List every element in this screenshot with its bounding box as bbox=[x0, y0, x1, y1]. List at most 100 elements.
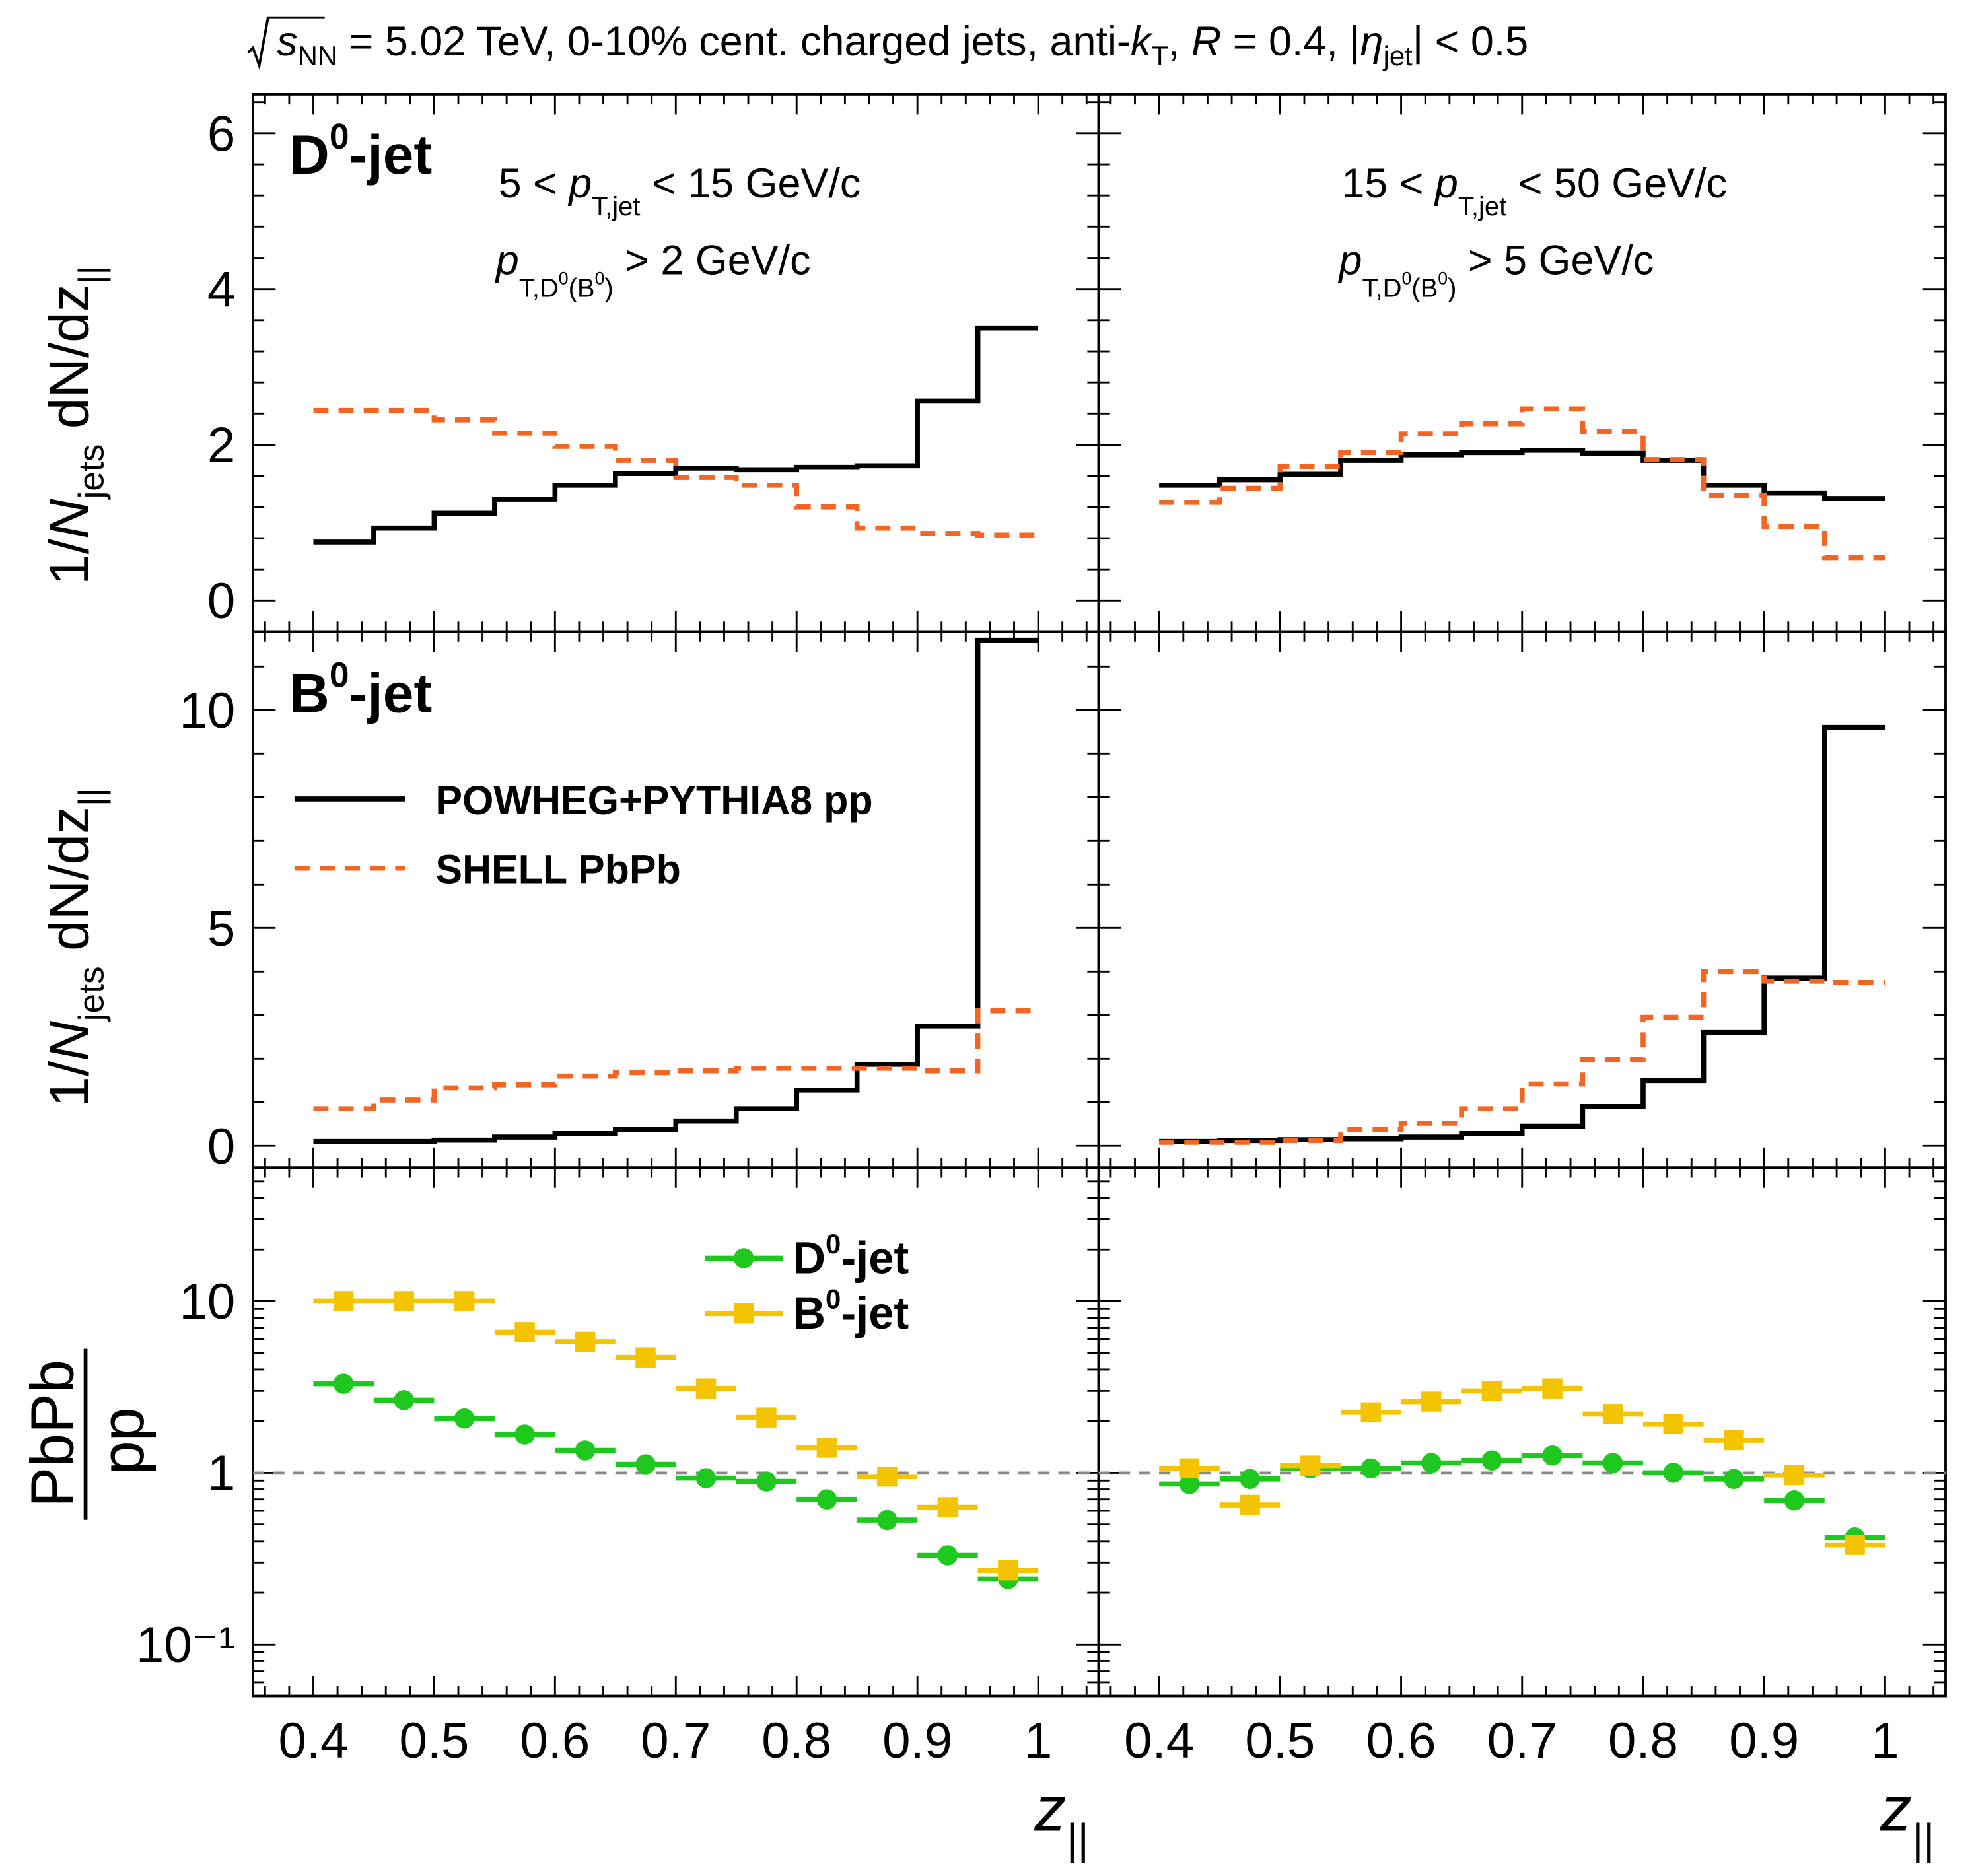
x-tick-label: 0.4 bbox=[279, 1713, 349, 1769]
header-sqrt-sub: NN bbox=[298, 40, 338, 71]
pp-histogram bbox=[1159, 447, 1885, 501]
header-title: sNN = 5.02 TeV, 0-10% cent. charged jets… bbox=[247, 16, 1528, 71]
x-tick-label: 0.5 bbox=[1245, 1713, 1315, 1769]
d0-point bbox=[1663, 1463, 1684, 1483]
panel-4-axes: 10⁻¹ 1 10 0.4 0.5 0.6 0.7 0.8 0.9 1 bbox=[136, 1166, 1100, 1769]
header-R: R bbox=[1191, 18, 1221, 65]
panel-3-axes bbox=[1097, 630, 1947, 1169]
legend-d0-marker bbox=[733, 1248, 754, 1268]
pbpb-histogram bbox=[1159, 969, 1885, 1145]
d0-point bbox=[816, 1489, 837, 1510]
legend-ratio: D0-jet B0-jet bbox=[705, 1228, 909, 1338]
b0-point bbox=[756, 1407, 777, 1428]
d0-point bbox=[695, 1468, 717, 1488]
y-tick-label: 1 bbox=[207, 1445, 235, 1502]
svg-text:sNN = 5.02 TeV, 0-10% cent. ch: sNN = 5.02 TeV, 0-10% cent. charged jets… bbox=[277, 18, 1528, 71]
b0-point bbox=[937, 1497, 958, 1517]
d0-point bbox=[1602, 1453, 1623, 1473]
svg-text:pp: pp bbox=[89, 1407, 157, 1475]
d0-point bbox=[756, 1471, 777, 1492]
svg-text:15 < pT,jet < 50 GeV/c: 15 < pT,jet < 50 GeV/c bbox=[1341, 160, 1727, 221]
y-tick-label: 10 bbox=[180, 683, 236, 739]
y-tick-label: 4 bbox=[207, 261, 235, 318]
ylabel-top: 1/Njets dN/dz|| bbox=[38, 266, 111, 585]
legend-b0-label: B0-jet bbox=[792, 1284, 909, 1338]
svg-text:PbPb: PbPb bbox=[19, 1360, 87, 1508]
d0-point bbox=[514, 1424, 535, 1445]
panel-frame bbox=[252, 1166, 1100, 1698]
b0-point bbox=[1481, 1381, 1502, 1401]
b0-point bbox=[816, 1438, 837, 1458]
header-eta-sub: jet bbox=[1382, 40, 1413, 71]
d0-point bbox=[1542, 1445, 1563, 1466]
b0-point bbox=[1845, 1535, 1865, 1555]
header-part2: , bbox=[1168, 18, 1191, 65]
d0-point bbox=[877, 1510, 898, 1531]
b0-point bbox=[575, 1331, 596, 1352]
panel-0-data bbox=[313, 325, 1039, 545]
legend-pbpb-label: SHELL PbPb bbox=[435, 847, 681, 892]
b0-point bbox=[877, 1466, 898, 1487]
b0-point bbox=[1784, 1465, 1805, 1486]
y-tick-label: 10 bbox=[180, 1274, 236, 1330]
header-part3: = 0.4, | bbox=[1221, 18, 1360, 65]
x-tick-label: 1 bbox=[1024, 1713, 1052, 1769]
legend-b0-marker bbox=[733, 1303, 754, 1324]
b0-point bbox=[1421, 1391, 1442, 1412]
b0-point bbox=[394, 1291, 414, 1311]
d0-point bbox=[333, 1373, 354, 1394]
b0-point bbox=[998, 1560, 1018, 1581]
d0-point bbox=[454, 1408, 475, 1429]
ylabel-ratio: PbPb pp bbox=[19, 1348, 157, 1520]
panel-frame bbox=[1097, 1166, 1947, 1698]
d0-jet-label: D0-jet bbox=[289, 118, 432, 186]
b0-point bbox=[695, 1378, 717, 1399]
y-tick-label: 0 bbox=[207, 573, 235, 629]
x-tick-label: 0.7 bbox=[641, 1713, 711, 1769]
d0-point bbox=[1724, 1469, 1744, 1490]
pp-histogram bbox=[1159, 724, 1885, 1144]
panel-2-data bbox=[313, 637, 1039, 1144]
header-k: k bbox=[1131, 18, 1154, 65]
svg-text:pT,D0(B0) > 5 GeV/c: pT,D0(B0) > 5 GeV/c bbox=[1338, 237, 1654, 302]
x-tick-label: 0.4 bbox=[1124, 1713, 1194, 1769]
legend-distributions: POWHEG+PYTHIA8 pp SHELL PbPb bbox=[294, 778, 873, 892]
d0-point bbox=[1360, 1458, 1382, 1479]
y-tick-label: 10⁻¹ bbox=[136, 1617, 235, 1673]
pbpb-histogram bbox=[313, 1008, 1039, 1111]
b0-point bbox=[333, 1291, 354, 1311]
pbpb-histogram bbox=[1159, 406, 1885, 561]
x-tick-label: 0.6 bbox=[520, 1713, 590, 1769]
x-tick-label: 0.8 bbox=[761, 1713, 831, 1769]
panel-5-axes: 0.4 0.5 0.6 0.7 0.8 0.9 1 bbox=[1097, 1166, 1947, 1769]
b0-point bbox=[1240, 1494, 1260, 1515]
legend-d0-label: D0-jet bbox=[792, 1228, 909, 1283]
d0-point bbox=[635, 1454, 656, 1475]
d0-point bbox=[937, 1545, 958, 1566]
xlabel-right: z|| bbox=[1880, 1774, 1934, 1863]
b0-point bbox=[1179, 1458, 1200, 1479]
y-tick-label: 6 bbox=[207, 106, 235, 162]
b0-point bbox=[454, 1291, 475, 1311]
d0-point bbox=[575, 1440, 596, 1461]
d0-point bbox=[1421, 1453, 1442, 1473]
panel-1-axes bbox=[1097, 93, 1947, 633]
pbpb-histogram bbox=[313, 407, 1039, 538]
d0-point bbox=[1784, 1490, 1805, 1511]
header-part4: | < 0.5 bbox=[1413, 18, 1528, 65]
left-kinematics: 5 < pT,jet < 15 GeV/c pT,D0(B0) > 2 GeV/… bbox=[495, 160, 861, 303]
ylabel-middle: 1/Njets dN/dz|| bbox=[38, 788, 111, 1107]
b0-point bbox=[1300, 1455, 1321, 1476]
b0-point bbox=[1663, 1414, 1684, 1434]
b0-point bbox=[1724, 1430, 1744, 1451]
pp-histogram bbox=[313, 325, 1039, 545]
svg-text:5 < pT,jet < 15 GeV/c: 5 < pT,jet < 15 GeV/c bbox=[499, 160, 861, 221]
x-tick-label: 0.9 bbox=[882, 1713, 952, 1769]
legend-pp-label: POWHEG+PYTHIA8 pp bbox=[435, 778, 872, 823]
y-tick-label: 5 bbox=[207, 901, 235, 957]
b0-jet-label: B0-jet bbox=[289, 656, 432, 724]
x-tick-label: 0.9 bbox=[1729, 1713, 1799, 1769]
x-tick-label: 1 bbox=[1871, 1713, 1899, 1769]
header-eta: η bbox=[1360, 18, 1384, 65]
